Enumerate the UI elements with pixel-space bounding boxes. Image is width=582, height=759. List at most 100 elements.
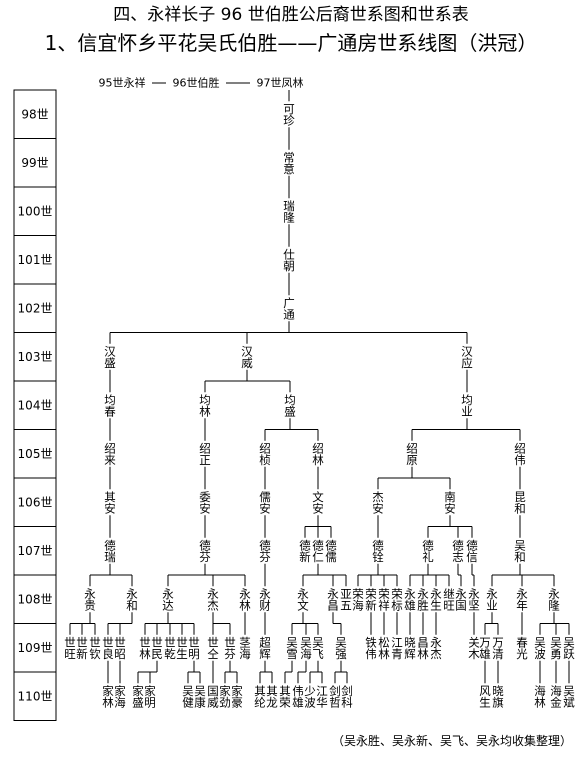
member-name: 荣海 — [351, 588, 365, 612]
member-name: 德儒 — [324, 538, 338, 563]
member-name: 南安 — [443, 490, 457, 515]
member-name: 世仝 — [206, 636, 220, 659]
member-name: 家林 — [101, 684, 115, 708]
member-name: 世生 — [175, 636, 189, 659]
member-name: 仕朝 — [282, 248, 296, 272]
member-name: 晓旗 — [491, 685, 505, 709]
member-name: 继旺 — [442, 588, 456, 611]
member-name: 万清 — [491, 636, 505, 660]
member-name: 德芬 — [258, 538, 272, 562]
member-name: 吴斌 — [562, 685, 576, 708]
member-name: 铁伟 — [364, 636, 378, 660]
member-name: 荣祥 — [377, 588, 391, 611]
member-name: 少波 — [303, 685, 317, 709]
member-name: 绍林 — [311, 441, 325, 465]
member-name: 绍伟 — [513, 441, 527, 466]
member-name: 永杰 — [429, 635, 443, 660]
member-name: 杰安 — [371, 491, 385, 515]
member-name: 家豪 — [230, 684, 244, 708]
member-name: 世新 — [75, 636, 89, 659]
member-name: 永雄 — [403, 587, 417, 611]
member-name: 德信 — [465, 538, 479, 563]
member-name: 关木 — [467, 635, 481, 660]
member-name: 常意 — [282, 151, 296, 174]
member-name: 德志 — [451, 538, 465, 562]
member-name: 其安 — [103, 491, 117, 515]
member-name: 均业 — [460, 394, 474, 417]
member-name: 永贵 — [83, 587, 97, 612]
member-name: 德新 — [298, 538, 312, 562]
footer: （吴永胜、吴永新、吴飞、吴永均收集整理） — [332, 733, 572, 748]
member-name: 永业 — [485, 587, 499, 611]
member-name: 绍桢 — [258, 441, 272, 466]
member-name: 春光 — [515, 636, 529, 660]
member-name: 伟雄 — [291, 685, 305, 708]
member-name: 均春 — [103, 394, 117, 418]
member-name: 吴跃 — [562, 636, 576, 660]
member-name: 世旺 — [63, 636, 77, 659]
member-name: 世芬 — [223, 636, 237, 659]
member-name: 剑科 — [340, 684, 354, 708]
member-name: 吴勇 — [549, 636, 563, 660]
generation-label: 101世 — [18, 253, 53, 267]
member-name: 德礼 — [421, 538, 435, 563]
member-name: 汉威 — [240, 345, 254, 369]
member-name: 昌林 — [416, 636, 430, 659]
member-name: 海林 — [533, 684, 547, 708]
member-name: 其荣 — [278, 685, 292, 709]
ancestor: 96世伯胜 — [173, 76, 220, 90]
member-name: 永生 — [429, 587, 443, 611]
member-name: 吴和 — [513, 539, 527, 563]
member-name: 荣标 — [390, 588, 404, 612]
title: 四、永祥长子 96 世伯胜公后裔世系图和世系表 — [113, 5, 468, 25]
member-name: 文安 — [311, 490, 325, 515]
member-name: 永国 — [454, 587, 468, 612]
member-name: 剑哲 — [328, 684, 342, 709]
member-name: 吴海 — [299, 636, 313, 660]
generation-label: 109世 — [18, 641, 53, 655]
member-name: 世钦 — [88, 636, 102, 660]
member-name: 永文 — [296, 587, 310, 611]
generation-label: 100世 — [18, 204, 53, 218]
member-name: 委安 — [198, 491, 212, 515]
member-name: 瑞隆 — [282, 199, 296, 224]
member-name: 世民 — [150, 636, 164, 660]
member-name: 德芬 — [198, 538, 212, 562]
member-name: 海金 — [549, 684, 563, 708]
member-name: 永达 — [161, 587, 175, 611]
member-name: 吴健 — [181, 685, 195, 708]
member-name: 吴强 — [334, 636, 348, 660]
member-name: 风生 — [478, 685, 492, 708]
member-name: 永和 — [125, 587, 139, 612]
member-name: 均林 — [198, 394, 212, 417]
generation-label: 99世 — [21, 156, 48, 170]
member-name: 江华 — [315, 685, 329, 708]
member-name: 茎海 — [238, 636, 252, 660]
member-name: 永胜 — [416, 587, 430, 612]
member-name: 江青 — [390, 636, 404, 660]
member-name: 其龙 — [265, 685, 279, 708]
member-name: 永昌 — [326, 587, 340, 612]
member-name: 汉应 — [460, 345, 474, 369]
member-name: 超辉 — [258, 635, 272, 659]
member-name: 其纶 — [253, 685, 267, 708]
member-name: 永林 — [238, 587, 252, 611]
subtitle: 1、信宜怀乡平花吴氏伯胜——广通房世系线图（洪冠） — [45, 31, 538, 55]
member-name: 国威 — [206, 685, 220, 709]
member-name: 永隆 — [547, 587, 561, 612]
member-name: 昆和 — [513, 491, 527, 515]
member-name: 世林 — [138, 636, 152, 659]
member-name: 吴雪 — [285, 636, 299, 660]
member-name: 世明 — [187, 636, 201, 660]
generation-label: 108世 — [18, 592, 53, 606]
member-name: 永坚 — [467, 587, 481, 611]
member-name: 均盛 — [283, 394, 297, 417]
generation-label: 110世 — [18, 689, 53, 703]
member-name: 永财 — [258, 587, 272, 612]
member-name: 德瑞 — [103, 538, 117, 562]
generation-label: 105世 — [18, 447, 53, 461]
member-name: 广通 — [282, 297, 296, 320]
member-name: 家海 — [113, 684, 127, 709]
member-name: 永杰 — [206, 587, 220, 612]
